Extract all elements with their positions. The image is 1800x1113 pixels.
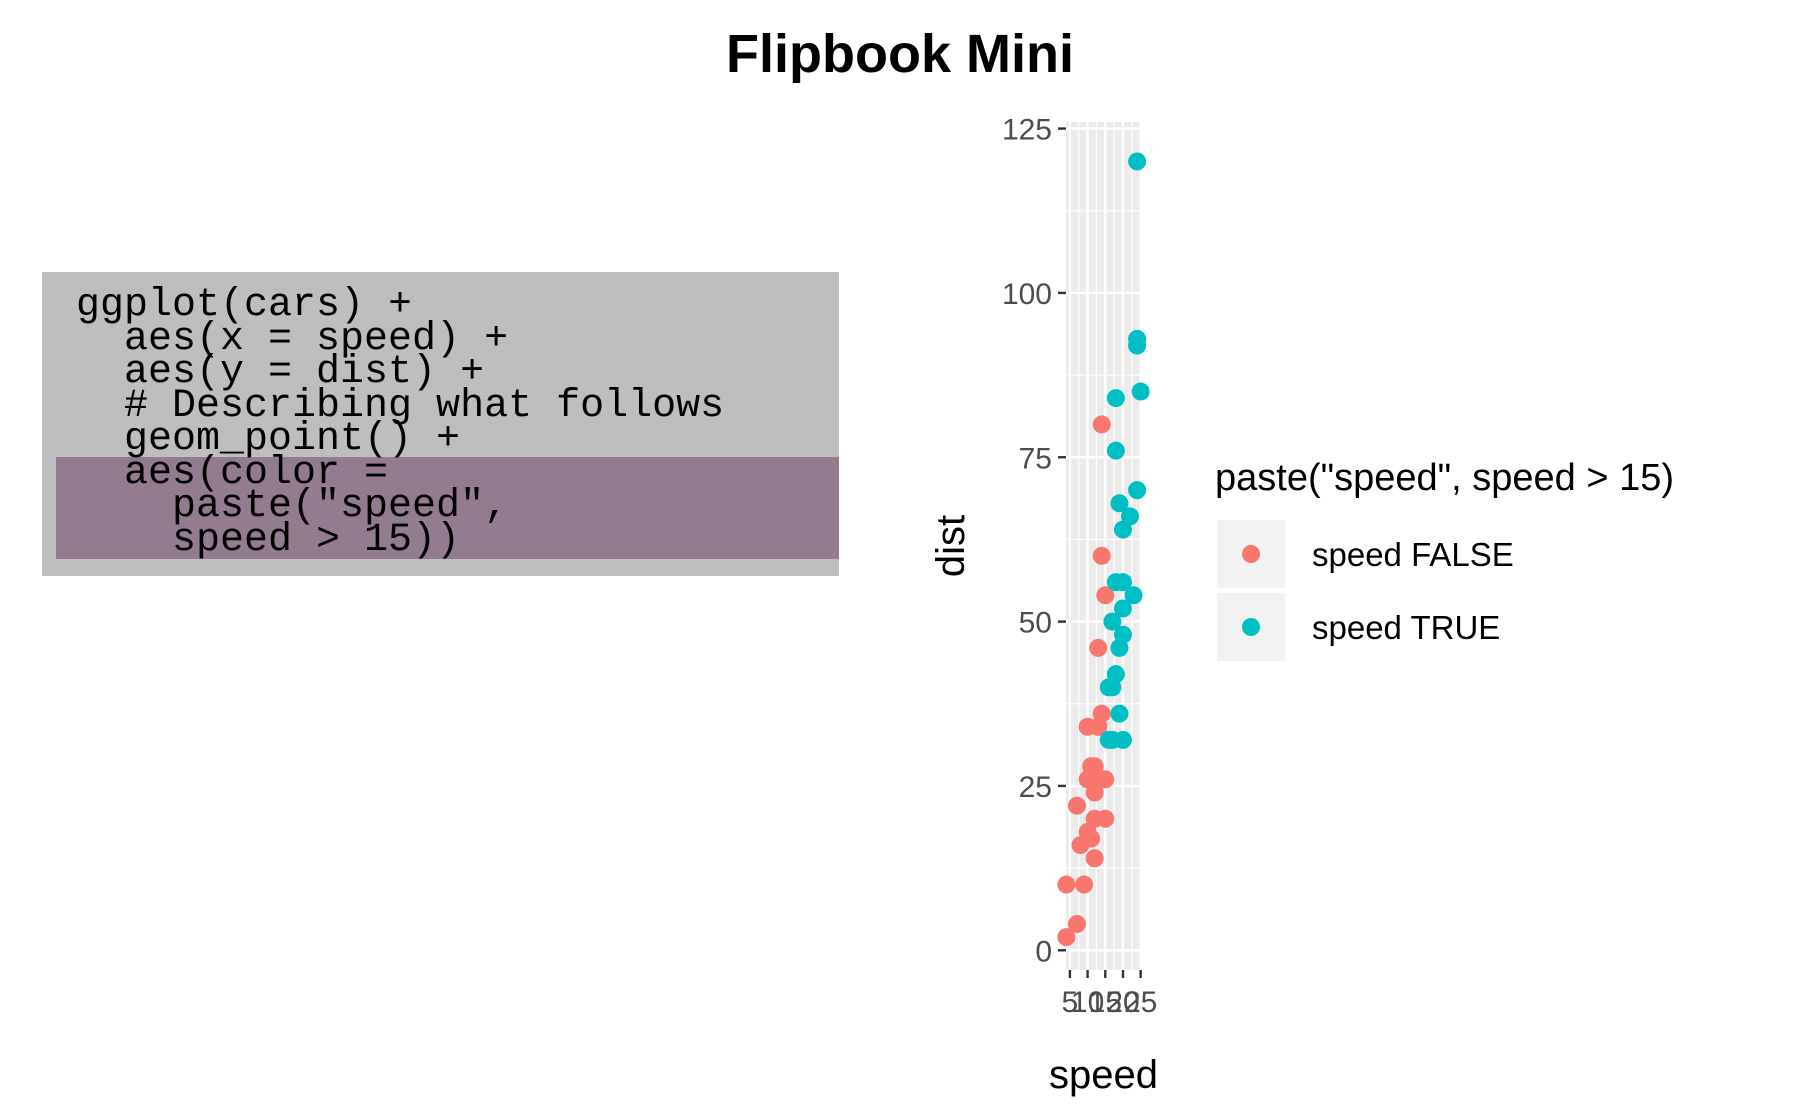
data-point — [1128, 152, 1147, 171]
code-line: speed > 15)) — [76, 517, 461, 563]
data-point — [1113, 520, 1132, 539]
data-point — [1113, 730, 1132, 749]
data-point — [1067, 796, 1086, 815]
code-line: ggplot(cars) + — [76, 283, 413, 328]
code-highlight — [56, 457, 839, 559]
data-point — [1057, 928, 1076, 947]
legend: paste("speed", speed > 15) speed FALSE sp… — [1215, 457, 1674, 661]
data-point — [1106, 441, 1125, 460]
data-point — [1121, 507, 1140, 526]
code-panel: ggplot(cars) + aes(x = speed) + aes(y = … — [42, 272, 839, 576]
data-point — [1113, 599, 1132, 618]
y-axis: 0 25 50 75 100 125 — [1002, 114, 1066, 968]
code-line: aes(x = speed) + — [76, 316, 509, 362]
code-line: # Describing what follows — [76, 383, 725, 429]
points-layer — [1057, 152, 1150, 947]
y-axis-title: dist — [929, 515, 973, 577]
legend-label: speed TRUE — [1312, 609, 1500, 646]
y-tick-label: 50 — [1019, 607, 1052, 640]
legend-title: paste("speed", speed > 15) — [1215, 457, 1674, 499]
x-tick-label: 25 — [1124, 986, 1157, 1019]
data-point — [1092, 546, 1111, 565]
data-point — [1089, 638, 1108, 657]
legend-label: speed FALSE — [1312, 536, 1514, 573]
x-axis-title: speed — [1049, 1053, 1158, 1097]
x-tick-label: 10 — [1071, 986, 1104, 1019]
y-tick-label: 100 — [1002, 278, 1052, 311]
data-point — [1067, 914, 1086, 933]
code-line: geom_point() + — [76, 417, 461, 462]
data-point — [1128, 481, 1147, 500]
code-line: aes(y = dist) + — [76, 350, 485, 395]
data-point — [1096, 770, 1115, 789]
legend-swatch — [1242, 545, 1260, 563]
data-point — [1085, 849, 1104, 868]
chart-title: Flipbook Mini — [726, 24, 1074, 84]
x-tick-label: 20 — [1106, 986, 1139, 1019]
data-point — [1113, 625, 1132, 644]
data-point — [1113, 573, 1132, 592]
data-point — [1057, 875, 1076, 894]
y-tick-label: 125 — [1002, 114, 1052, 147]
data-point — [1106, 665, 1125, 684]
data-point — [1096, 586, 1115, 605]
data-point — [1106, 389, 1125, 408]
data-point — [1096, 809, 1115, 828]
x-tick-label: 15 — [1089, 986, 1122, 1019]
y-tick-label: 0 — [1035, 935, 1052, 968]
data-point — [1092, 415, 1111, 434]
grid-minor-lines — [1066, 122, 1141, 970]
legend-swatch — [1242, 618, 1260, 636]
data-point — [1110, 494, 1129, 513]
data-point — [1110, 704, 1129, 723]
data-point — [1131, 382, 1150, 401]
code-line: paste("speed", — [76, 484, 509, 529]
y-tick-label: 25 — [1019, 771, 1052, 804]
data-point — [1092, 704, 1111, 723]
data-point — [1103, 612, 1122, 631]
code-line: aes(color = — [76, 450, 389, 496]
x-tick-label: 5 — [1062, 986, 1079, 1019]
data-point — [1128, 329, 1147, 348]
data-point — [1124, 586, 1143, 605]
y-tick-label: 75 — [1019, 442, 1052, 475]
data-point — [1075, 875, 1094, 894]
data-point — [1082, 829, 1101, 848]
